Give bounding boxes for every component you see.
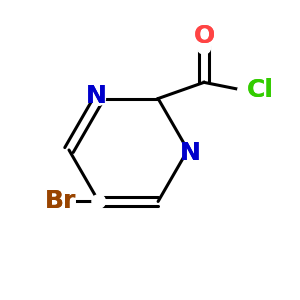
- Text: Cl: Cl: [247, 79, 274, 103]
- Circle shape: [181, 143, 195, 157]
- Text: N: N: [180, 141, 201, 165]
- Circle shape: [92, 195, 106, 208]
- Text: Br: Br: [45, 189, 76, 213]
- Circle shape: [197, 40, 211, 54]
- Text: Br: Br: [45, 189, 76, 213]
- Circle shape: [238, 84, 251, 97]
- Text: O: O: [194, 25, 214, 49]
- Text: N: N: [85, 84, 106, 108]
- Text: O: O: [194, 25, 214, 49]
- Text: Cl: Cl: [247, 79, 274, 103]
- Text: N: N: [85, 84, 106, 108]
- Circle shape: [92, 92, 106, 105]
- Text: N: N: [180, 141, 201, 165]
